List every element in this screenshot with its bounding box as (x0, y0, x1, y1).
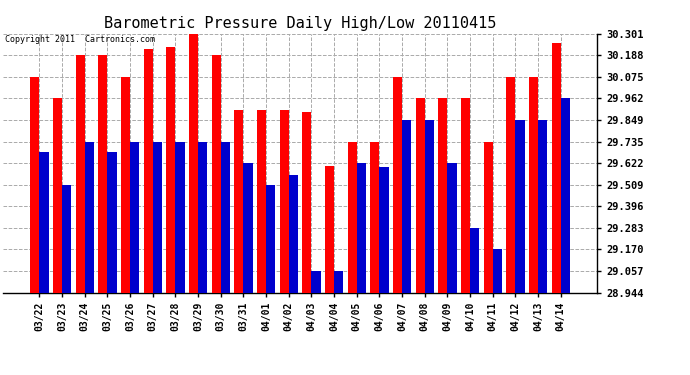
Bar (484, 142, 493, 292)
Bar (121, 77, 130, 292)
Bar (506, 77, 515, 292)
Bar (393, 77, 402, 292)
Bar (416, 98, 425, 292)
Bar (402, 120, 411, 292)
Bar (371, 142, 380, 292)
Bar (235, 110, 244, 292)
Bar (189, 34, 198, 292)
Bar (244, 163, 253, 292)
Bar (198, 142, 207, 292)
Bar (325, 165, 334, 292)
Bar (552, 44, 561, 292)
Bar (144, 49, 152, 292)
Title: Barometric Pressure Daily High/Low 20110415: Barometric Pressure Daily High/Low 20110… (104, 16, 496, 31)
Bar (311, 271, 321, 292)
Bar (348, 142, 357, 292)
Bar (461, 98, 470, 292)
Bar (302, 112, 311, 292)
Bar (221, 142, 230, 292)
Bar (380, 167, 388, 292)
Bar (561, 98, 570, 292)
Bar (130, 142, 139, 292)
Bar (62, 185, 71, 292)
Bar (529, 77, 538, 292)
Bar (493, 249, 502, 292)
Bar (334, 271, 343, 292)
Bar (448, 163, 457, 292)
Bar (357, 163, 366, 292)
Bar (266, 185, 275, 292)
Bar (279, 110, 289, 292)
Bar (166, 47, 175, 292)
Bar (152, 142, 162, 292)
Bar (53, 98, 62, 292)
Bar (257, 110, 266, 292)
Bar (438, 98, 448, 292)
Bar (470, 228, 480, 292)
Bar (538, 120, 547, 292)
Bar (76, 55, 85, 292)
Bar (175, 142, 184, 292)
Bar (39, 152, 48, 292)
Bar (515, 120, 524, 292)
Bar (425, 120, 434, 292)
Bar (30, 77, 39, 292)
Bar (289, 175, 298, 292)
Bar (108, 152, 117, 292)
Text: Copyright 2011  Cartronics.com: Copyright 2011 Cartronics.com (5, 35, 155, 44)
Bar (212, 55, 221, 292)
Bar (99, 55, 108, 292)
Bar (85, 142, 94, 292)
